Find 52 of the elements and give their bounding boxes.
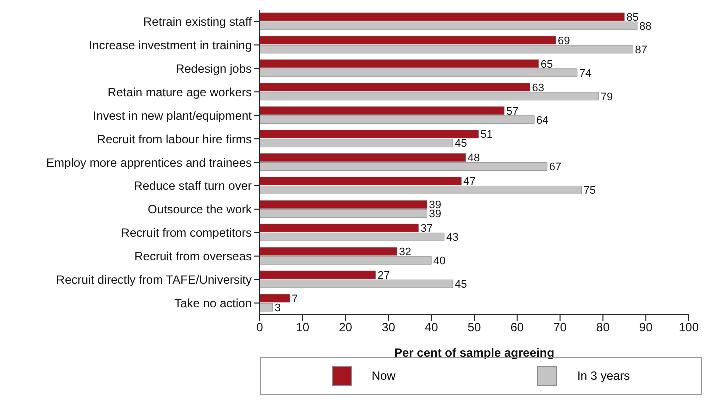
data-label: 45 xyxy=(455,138,468,150)
y-tick-label: Recruit from labour hire firms xyxy=(97,132,252,146)
y-tick-label: Recruit directly from TAFE/University xyxy=(56,273,252,288)
data-label: 63 xyxy=(532,82,545,94)
y-tick-label: Retain mature age workers xyxy=(108,85,252,100)
data-label: 69 xyxy=(558,35,570,48)
legend-label: In 3 years xyxy=(576,368,630,385)
data-label: 65 xyxy=(540,58,554,71)
x-tick-label: 60 xyxy=(510,320,524,335)
x-tick-label: 70 xyxy=(554,320,568,335)
data-label: 43 xyxy=(446,232,459,244)
data-label: 47 xyxy=(464,176,476,188)
y-tick-label: Recruit from overseas xyxy=(134,250,252,264)
data-label: 27 xyxy=(378,270,390,282)
x-tick-label: 100 xyxy=(678,320,700,335)
data-label: 45 xyxy=(455,278,468,291)
x-tick-label: 20 xyxy=(339,320,353,335)
y-tick-label: Recruit from competitors xyxy=(121,226,252,240)
legend-label: Now xyxy=(370,368,396,385)
data-label: 85 xyxy=(626,12,639,24)
data-label: 37 xyxy=(420,223,433,236)
x-tick-label: 0 xyxy=(256,320,264,335)
x-tick-label: 10 xyxy=(296,320,310,335)
y-tick-label: Increase investment in training xyxy=(89,38,252,52)
x-tick-label: 80 xyxy=(596,320,610,335)
x-tick-label: 40 xyxy=(424,320,439,335)
x-tick-label: 50 xyxy=(468,320,482,335)
data-label: 75 xyxy=(584,185,596,198)
data-label: 51 xyxy=(480,129,494,142)
x-tick-label: 30 xyxy=(382,320,396,335)
x-axis-title: Per cent of sample agreeing xyxy=(394,346,555,360)
y-tick-label: Redesign jobs xyxy=(176,62,252,76)
x-tick-label: 90 xyxy=(639,320,654,335)
data-label: 74 xyxy=(579,68,592,80)
data-label: 39 xyxy=(429,208,442,221)
data-label: 87 xyxy=(635,44,648,56)
data-label: 48 xyxy=(468,152,480,165)
data-label: 57 xyxy=(506,106,519,118)
data-label: 3 xyxy=(274,302,281,314)
data-label: 88 xyxy=(640,20,652,33)
y-tick-label: Outsource the work xyxy=(148,202,253,217)
data-label: 79 xyxy=(600,91,614,104)
data-label: 64 xyxy=(536,114,549,127)
y-tick-label: Invest in new plant/equipment xyxy=(93,108,253,123)
data-label: 7 xyxy=(292,293,298,306)
data-label: 32 xyxy=(399,246,412,259)
y-tick-label: Retrain existing staff xyxy=(144,14,253,29)
y-tick-label: Employ more apprentices and trainees xyxy=(46,156,252,170)
data-label: 67 xyxy=(549,162,562,174)
data-label: 40 xyxy=(434,256,446,268)
y-tick-label: Take no action xyxy=(174,296,252,311)
y-tick-label: Reduce staff turn over xyxy=(134,179,252,194)
